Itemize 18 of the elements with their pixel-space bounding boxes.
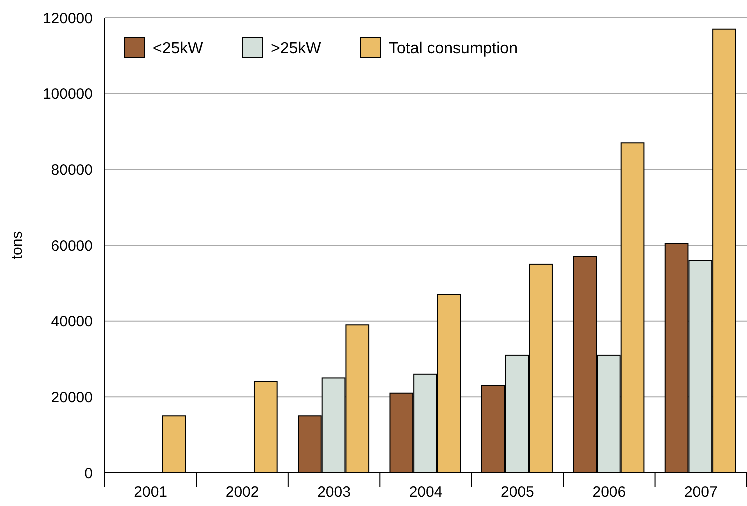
y-tick-label: 120000 <box>42 10 93 28</box>
x-tick-label: 2007 <box>684 484 718 501</box>
x-tick-label: 2001 <box>134 484 168 501</box>
x-tick-label: 2003 <box>318 484 351 501</box>
y-tick-label: 100000 <box>42 86 93 104</box>
y-axis-title: tons <box>9 231 26 260</box>
y-tick-label: 20000 <box>51 389 93 406</box>
y-tick-label: 0 <box>84 465 93 482</box>
y-tick-label: 60000 <box>51 238 93 255</box>
x-tick-label: 2005 <box>501 484 534 501</box>
y-tick-label: 40000 <box>51 314 93 331</box>
y-tick-label: 80000 <box>51 162 93 179</box>
x-tick-label: 2002 <box>226 484 260 501</box>
x-tick-label: 2006 <box>592 484 626 501</box>
legend-label: >25kW <box>271 40 322 58</box>
legend-label: Total consumption <box>389 40 518 58</box>
x-tick-label: 2004 <box>409 484 443 501</box>
legend-label: <25kW <box>153 40 204 58</box>
